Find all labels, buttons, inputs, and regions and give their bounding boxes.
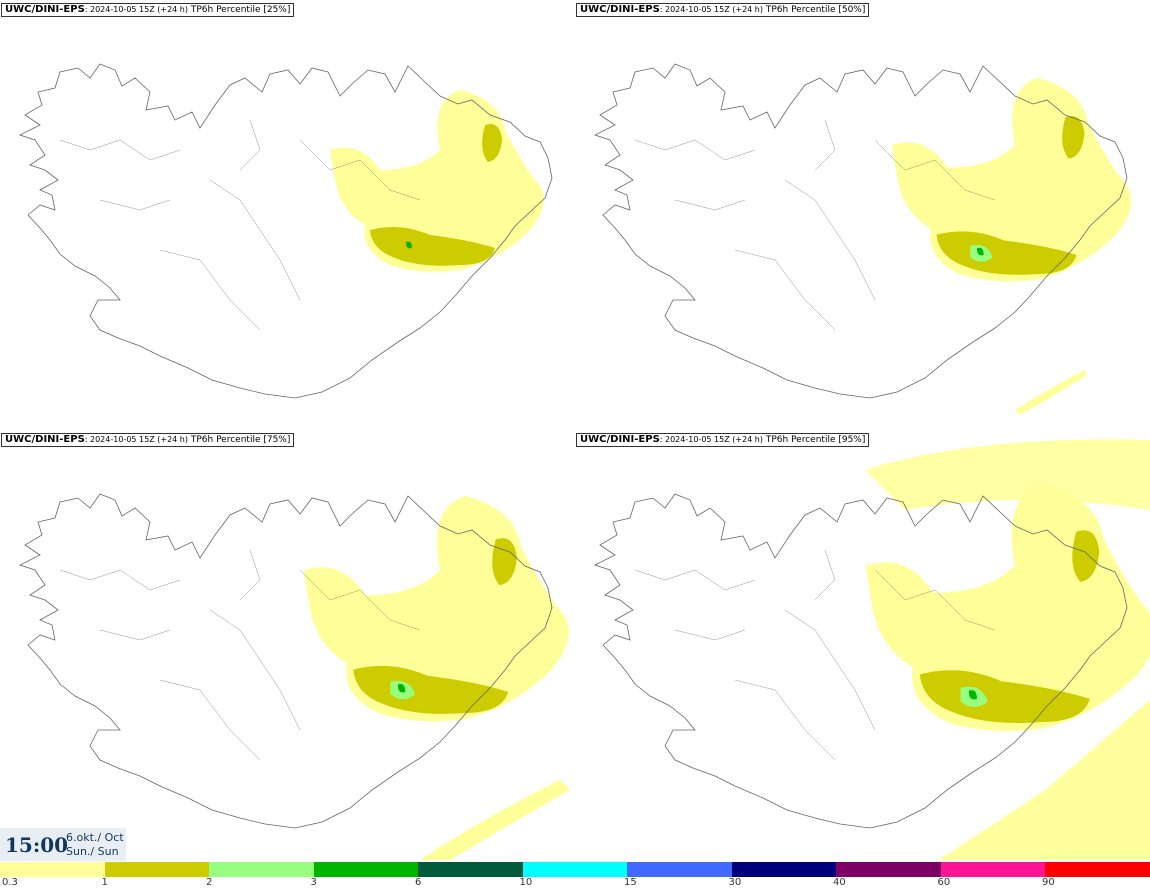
percentile-title: TP6h Percentile [95%]: [765, 435, 866, 445]
iceland-coastline: [593, 63, 1128, 399]
precip-max-area: [968, 690, 977, 700]
run-info: : 2024-10-05 15Z (+24 h): [659, 435, 763, 444]
iceland-coastline: [18, 493, 553, 829]
model-name: UWC/DINI-EPS: [5, 434, 85, 445]
colorbar-segment: [209, 862, 314, 877]
colorbar-segment: [940, 862, 1046, 877]
road-network: [634, 119, 996, 331]
percentile-title: TP6h Percentile [25%]: [190, 5, 291, 15]
colorbar-tick-label: 2: [206, 877, 213, 888]
colorbar-segment: [1045, 862, 1150, 877]
panel-title: UWC/DINI-EPS: 2024-10-05 15Z (+24 h) TP6…: [576, 3, 870, 17]
colorbar-segment: [104, 862, 210, 877]
percentile-title: TP6h Percentile [50%]: [765, 5, 866, 15]
colorbar-segment: [418, 862, 523, 877]
colorbar-tick-label: 10: [519, 877, 533, 888]
map-panel-4: UWC/DINI-EPS: 2024-10-05 15Z (+24 h) TP6…: [575, 430, 1150, 860]
iceland-coastline: [18, 63, 553, 399]
panel-title: UWC/DINI-EPS: 2024-10-05 15Z (+24 h) TP6…: [1, 433, 295, 447]
colorbar-segment: [0, 862, 105, 877]
valid-date: 6.okt./ Oct Sun./ Sun: [66, 831, 124, 859]
colorbar-tick-label: 3: [310, 877, 317, 888]
road-network: [634, 549, 996, 761]
map-canvas: [593, 439, 1150, 860]
valid-time-box: 15:00 6.okt./ Oct Sun./ Sun: [0, 828, 126, 861]
map-canvas: [18, 493, 570, 860]
valid-date-line1: 6.okt./ Oct: [66, 831, 124, 844]
panel-title: UWC/DINI-EPS: 2024-10-05 15Z (+24 h) TP6…: [576, 433, 870, 447]
run-info: : 2024-10-05 15Z (+24 h): [84, 435, 188, 444]
colorbar-segment: [836, 862, 941, 877]
run-info: : 2024-10-05 15Z (+24 h): [84, 5, 188, 14]
colorbar-tick-label: 90: [1042, 877, 1055, 888]
colorbar-segment: [731, 862, 837, 877]
map-panel-3: UWC/DINI-EPS: 2024-10-05 15Z (+24 h) TP6…: [0, 430, 575, 860]
precip-max-area: [397, 683, 406, 693]
precip-mid-area: [370, 124, 502, 266]
colorbar-segment: [313, 862, 419, 877]
model-name: UWC/DINI-EPS: [5, 4, 85, 15]
precip-offshore-band: [420, 780, 570, 860]
colorbar-tick-label: 6: [415, 877, 422, 888]
colorbar-tick-label: 40: [833, 877, 846, 888]
map-panel-1: UWC/DINI-EPS: 2024-10-05 15Z (+24 h) TP6…: [0, 0, 575, 430]
panel-title: UWC/DINI-EPS: 2024-10-05 15Z (+24 h) TP6…: [1, 3, 295, 17]
map-canvas: [18, 63, 553, 399]
precip-colorbar: 0.3 1 2 3 6 10 15 30 40 60 90: [0, 862, 1150, 891]
map-canvas: [593, 63, 1132, 415]
precip-mid-area: [919, 530, 1100, 723]
map-panel-2: UWC/DINI-EPS: 2024-10-05 15Z (+24 h) TP6…: [575, 0, 1150, 430]
colorbar-tick-label: 0.3: [2, 877, 18, 888]
precip-north-band: [865, 439, 1150, 510]
precip-mid-area: [936, 116, 1085, 275]
percentile-title: TP6h Percentile [75%]: [190, 435, 291, 445]
valid-date-line2: Sun./ Sun: [66, 845, 119, 858]
precip-mid-area: [353, 538, 517, 714]
colorbar-segment: [627, 862, 732, 877]
precip-max-area: [406, 241, 412, 249]
iceland-coastline: [593, 493, 1128, 829]
colorbar-segment: [522, 862, 628, 877]
run-info: : 2024-10-05 15Z (+24 h): [659, 5, 763, 14]
precip-offshore-band: [875, 700, 1150, 860]
colorbar-tick-label: 15: [624, 877, 637, 888]
colorbar-tick-label: 1: [101, 877, 108, 888]
colorbar-tick-label: 60: [937, 877, 951, 888]
precip-offshore-band: [1015, 370, 1087, 415]
valid-time: 15:00: [5, 833, 69, 857]
road-network: [59, 549, 421, 761]
road-network: [59, 119, 421, 331]
model-name: UWC/DINI-EPS: [580, 434, 660, 445]
model-name: UWC/DINI-EPS: [580, 4, 660, 15]
precip-max-area: [976, 247, 984, 256]
colorbar-tick-label: 30: [728, 877, 742, 888]
